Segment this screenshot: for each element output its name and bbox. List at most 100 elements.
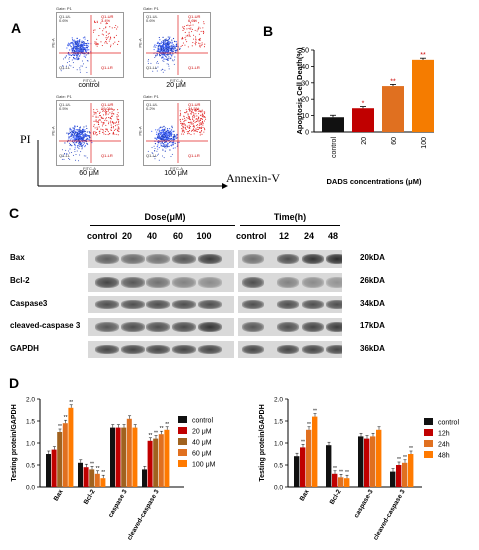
- x-axis-label: FITC-A: [83, 78, 96, 83]
- panel-label-a: A: [11, 20, 22, 36]
- panel-label-d: D: [9, 375, 20, 391]
- blot-band: [172, 322, 196, 332]
- bar: [364, 438, 370, 487]
- bar: [370, 436, 376, 487]
- blot-band: [121, 254, 145, 264]
- quad-ur-label: Q1-UR: [188, 102, 201, 107]
- blot-band: [198, 322, 222, 332]
- blot-band: [326, 277, 342, 288]
- y-tick-label: 0.0: [274, 485, 283, 492]
- y-tick-label: 1.5: [274, 419, 283, 426]
- sig-mark: **: [64, 415, 68, 421]
- legend-label: 24h: [438, 442, 450, 449]
- sig-mark: **: [333, 466, 337, 472]
- flow-plot: Gate: P1 Q1-UL 0.6% Q1-UR 3.4% Q1-LL Q1-LR FITC…: [51, 7, 124, 83]
- x-tick-label: Bcl-2: [83, 488, 97, 506]
- blot-band: [95, 277, 119, 288]
- x-axis-label: DADS concentrations (μM): [326, 177, 422, 186]
- y-tick-label: 1.0: [274, 441, 283, 448]
- sig-mark: **: [420, 52, 426, 59]
- blot-band: [172, 300, 196, 309]
- dose-lane-label: control: [87, 231, 118, 241]
- sig-mark: **: [307, 422, 311, 428]
- axis-arrows: [37, 140, 228, 189]
- panel-label-b: B: [263, 23, 274, 39]
- blot-band: [146, 300, 170, 309]
- blot-band: [146, 322, 170, 332]
- protein-label: cleaved-caspase 3: [10, 321, 81, 330]
- sig-mark: **: [165, 422, 169, 428]
- gate-label: Gate: P1: [143, 6, 159, 11]
- blot-band: [277, 300, 299, 309]
- sig-mark: *: [362, 101, 365, 108]
- blot-band: [198, 254, 222, 264]
- blot-band: [277, 345, 299, 354]
- quad-ll-label: Q1-LL: [146, 65, 158, 70]
- sig-mark: **: [69, 400, 73, 406]
- legend-swatch: [178, 416, 187, 423]
- bar: [376, 429, 382, 487]
- gate-label: Gate: P1: [143, 94, 159, 99]
- bar: [402, 462, 408, 487]
- legend-label: 60 μM: [192, 451, 212, 458]
- time-lane-label: 12: [278, 231, 289, 241]
- quad-ur-value: 6.6%: [188, 18, 198, 23]
- bar: [100, 478, 106, 487]
- legend-label: 20 μM: [192, 429, 212, 436]
- legend-label: 100 μM: [192, 462, 216, 469]
- bar: [158, 434, 164, 487]
- quad-ur-label: Q1-UR: [188, 14, 201, 19]
- bar: [332, 473, 338, 487]
- bar: [358, 436, 364, 487]
- y-axis-label: Testing protein/GAPDH: [259, 404, 266, 481]
- bar: [68, 407, 74, 487]
- flow-scatter: [59, 15, 121, 75]
- legend-swatch: [178, 427, 187, 434]
- y-tick-label: 2.0: [26, 397, 35, 404]
- y-tick-label: 30: [301, 80, 309, 87]
- blot-band: [242, 277, 264, 288]
- dose-lane-label: 40: [146, 231, 157, 241]
- blot-strip-time: [238, 318, 342, 336]
- y-axis-label: Testing protein/GAPDH: [11, 404, 18, 481]
- x-tick-label: 100: [421, 137, 428, 149]
- blot-band: [146, 345, 170, 354]
- blot-band: [302, 345, 324, 354]
- quad-ll-label: Q1-LL: [59, 153, 71, 158]
- bar: [132, 427, 138, 487]
- bar: [46, 454, 51, 487]
- kda-label: 20kDA: [360, 253, 385, 262]
- blot-band: [242, 345, 264, 354]
- y-tick-label: 0: [305, 130, 309, 137]
- bar: [57, 432, 63, 487]
- quad-lr-label: Q1-LR: [188, 65, 200, 70]
- sig-mark: **: [154, 431, 158, 437]
- dose-title: Dose(μM): [144, 212, 186, 222]
- bar: [312, 416, 318, 487]
- sig-mark: **: [101, 470, 105, 476]
- bar: [326, 445, 332, 487]
- blot-band: [302, 277, 324, 288]
- y-tick-label: 0.5: [26, 463, 35, 470]
- protein-label: Caspase3: [10, 299, 48, 308]
- blot-band: [242, 254, 264, 264]
- quad-ur-label: Q1-UR: [101, 102, 114, 107]
- annexin-axis-label: Annexin-V: [226, 171, 280, 185]
- flow-plot-caption: control: [78, 82, 100, 89]
- x-tick-label: cleaved-caspase 3: [372, 488, 407, 541]
- bar: [89, 469, 95, 487]
- x-axis-label: FITC-A: [170, 166, 183, 171]
- blot-band: [326, 300, 342, 309]
- bar: [306, 429, 312, 487]
- dose-lane-label: 60: [172, 231, 183, 241]
- bar: [83, 467, 89, 487]
- x-tick-label: Bax: [299, 488, 311, 502]
- bar: [338, 477, 344, 487]
- y-axis-label: Apoptosis Cell Death(%): [295, 47, 304, 135]
- blot-band: [302, 254, 324, 264]
- bar: [300, 447, 306, 487]
- quad-ul-value: 0.6%: [146, 18, 156, 23]
- blot-band: [242, 300, 264, 309]
- quad-ul-value: 0.5%: [59, 106, 69, 111]
